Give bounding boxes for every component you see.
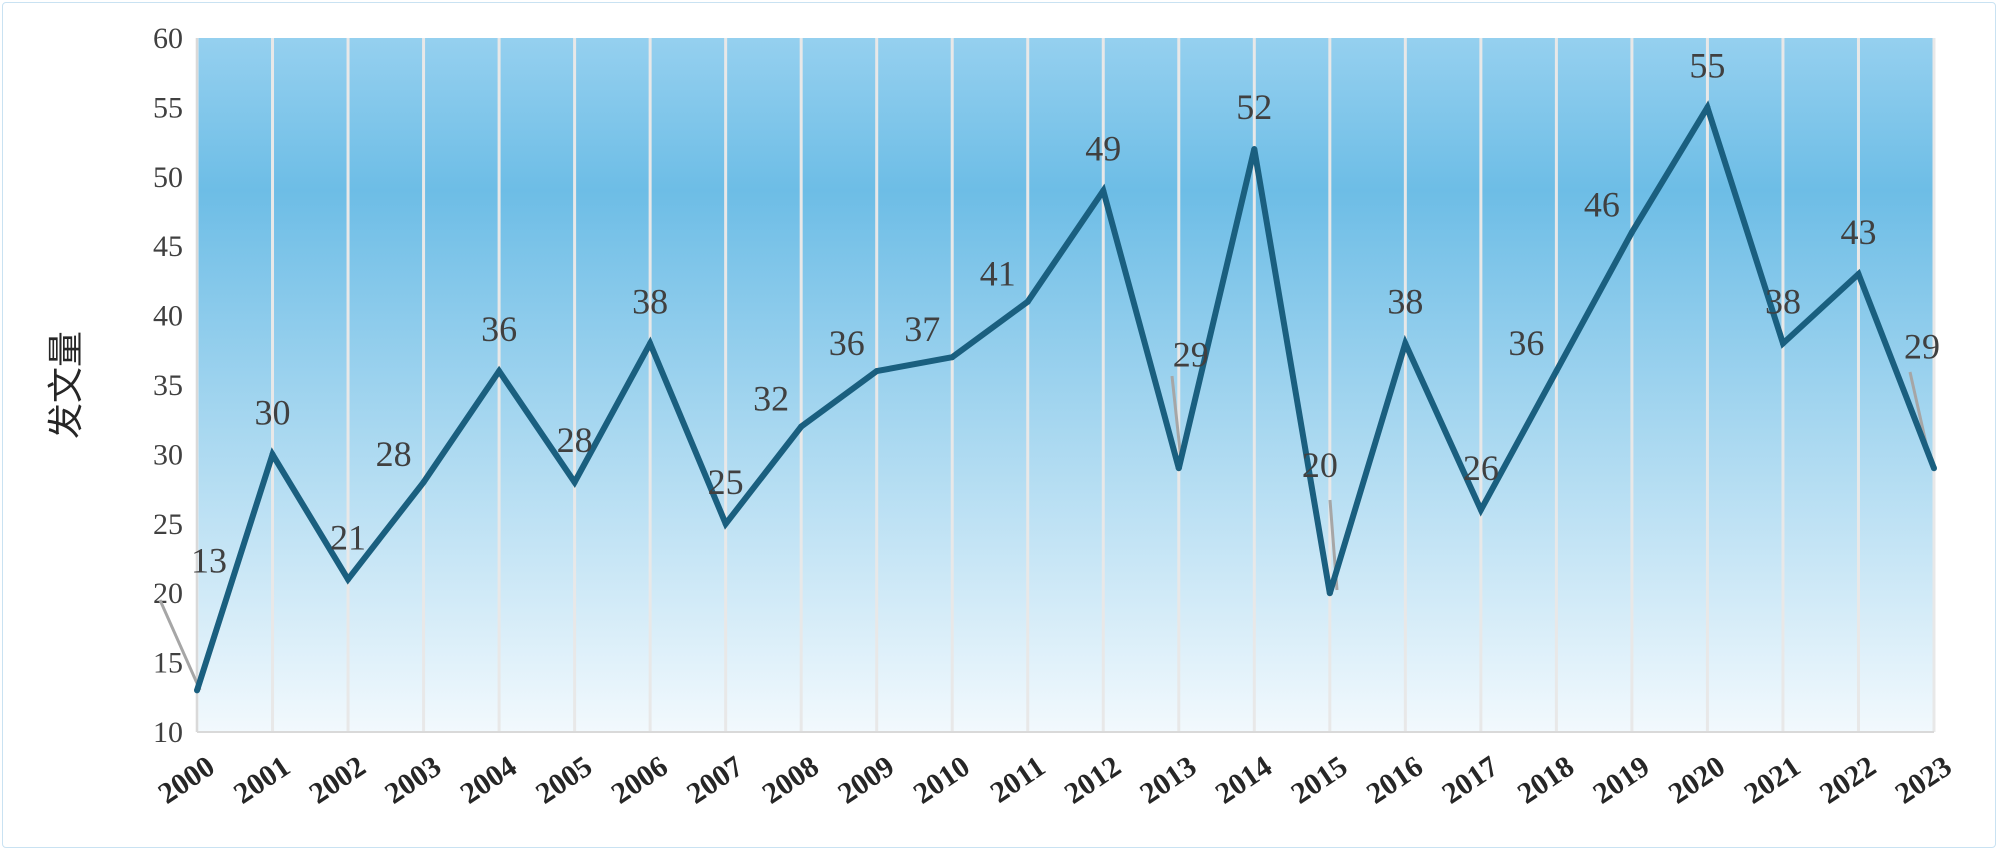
data-label-2005: 28 <box>557 420 593 460</box>
data-points <box>194 104 1937 694</box>
vertical-gridlines <box>195 38 1936 732</box>
y-tick-label: 30 <box>153 438 183 471</box>
data-point-2022 <box>1855 270 1862 277</box>
y-axis-title: 发文量 <box>46 331 86 439</box>
data-point-2021 <box>1779 340 1786 347</box>
data-point-2002 <box>345 576 352 583</box>
data-label-2008: 32 <box>753 379 789 419</box>
data-point-2005 <box>571 479 578 486</box>
y-tick-label: 60 <box>153 22 183 55</box>
axes <box>196 38 1934 733</box>
data-point-2003 <box>420 479 427 486</box>
data-label-2019: 46 <box>1584 184 1620 224</box>
series-line <box>194 100 1937 692</box>
data-label-2000: 13 <box>191 540 227 580</box>
data-point-2011 <box>1024 298 1031 305</box>
data-point-2018 <box>1553 368 1560 375</box>
data-point-2004 <box>496 368 503 375</box>
data-point-2016 <box>1402 340 1409 347</box>
data-point-2009 <box>873 368 880 375</box>
y-tick-label: 50 <box>153 161 183 194</box>
data-point-2013 <box>1175 465 1182 472</box>
data-label-2021: 38 <box>1765 281 1801 321</box>
data-point-2012 <box>1100 187 1107 194</box>
data-label-2023: 29 <box>1904 326 1940 366</box>
y-tick-label: 15 <box>153 647 183 680</box>
data-label-2002: 21 <box>330 517 366 557</box>
data-point-2000 <box>194 687 200 694</box>
leader-line-2013 <box>1170 375 1183 461</box>
y-tick-label: 20 <box>153 577 183 610</box>
y-tick-label: 10 <box>153 716 183 749</box>
data-label-2020: 55 <box>1689 45 1725 85</box>
leader-line-2000 <box>158 599 202 691</box>
data-label-2017: 26 <box>1463 448 1499 488</box>
data-label-2016: 38 <box>1387 281 1423 321</box>
data-label-2003: 28 <box>376 434 412 474</box>
y-tick-label: 45 <box>153 230 183 263</box>
data-label-2015: 20 <box>1302 445 1338 485</box>
data-point-2010 <box>949 354 956 361</box>
data-label-2013: 29 <box>1173 334 1209 374</box>
data-point-2006 <box>647 340 654 347</box>
data-point-2007 <box>722 520 729 527</box>
data-label-2018: 36 <box>1508 323 1544 363</box>
data-label-2012: 49 <box>1085 129 1121 169</box>
y-tick-label: 55 <box>153 91 183 124</box>
data-label-2011: 41 <box>980 254 1016 294</box>
data-label-2014: 52 <box>1236 87 1272 127</box>
y-tick-labels: 10 15 20 25 30 35 40 45 50 55 60 <box>153 22 183 749</box>
data-point-2019 <box>1628 229 1635 236</box>
data-label-2010: 37 <box>904 309 940 349</box>
y-tick-label: 35 <box>153 369 183 402</box>
data-label-2001: 30 <box>255 392 291 432</box>
data-label-2022: 43 <box>1840 212 1876 252</box>
data-point-2023 <box>1931 465 1937 472</box>
data-point-2020 <box>1704 104 1711 111</box>
data-point-2014 <box>1251 146 1258 153</box>
data-point-2008 <box>798 423 805 430</box>
data-label-2004: 36 <box>481 309 517 349</box>
data-label-2006: 38 <box>632 281 668 321</box>
data-point-2017 <box>1477 506 1484 513</box>
data-labels: 13 30 21 28 36 28 38 25 32 36 37 41 49 29 52 20 38 26 36 46… <box>191 45 1940 580</box>
y-tick-label: 25 <box>153 508 183 541</box>
data-point-2001 <box>269 451 276 458</box>
data-point-2015 <box>1326 590 1333 597</box>
y-tick-label: 40 <box>153 300 183 333</box>
data-label-2007: 25 <box>708 462 744 502</box>
data-label-2009: 36 <box>829 323 865 363</box>
